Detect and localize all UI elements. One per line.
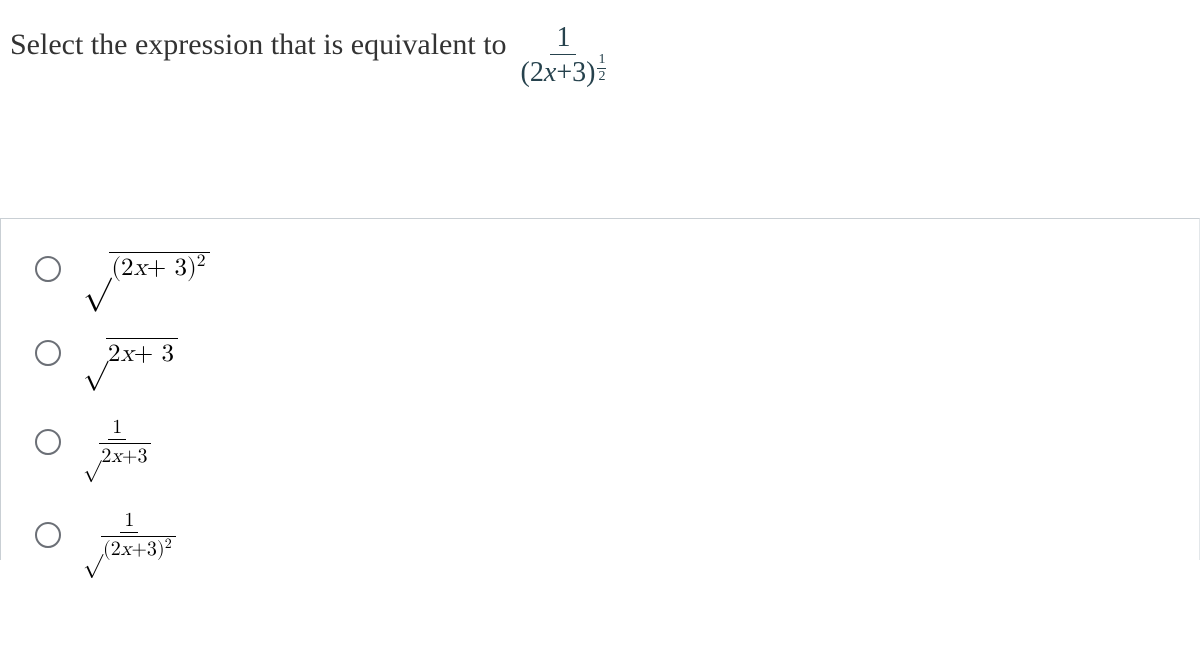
question-text: Select the expression that is equivalent… (10, 30, 507, 60)
option-c[interactable]: 1 √ 2x+3 (35, 417, 1199, 466)
exponent-denominator: 2 (598, 69, 605, 84)
question-fraction-denominator: (2x+3) 1 2 (521, 55, 607, 90)
options-container: √ (2x + 3)2 √ 2x + 3 1 √ 2x+3 (0, 218, 1200, 560)
question-fraction-numerator: 1 (550, 24, 576, 55)
radio-icon[interactable] (35, 256, 61, 282)
radio-icon[interactable] (35, 340, 61, 366)
exponent-fraction: 1 2 (597, 53, 606, 84)
question-line: Select the expression that is equivalent… (10, 12, 1190, 78)
option-b[interactable]: √ 2x + 3 (35, 333, 1199, 373)
question-area: Select the expression that is equivalent… (0, 0, 1200, 78)
option-b-expression: √ 2x + 3 (83, 338, 178, 368)
option-d-numerator: 1 (120, 510, 138, 533)
option-d[interactable]: 1 √ (2x+3)2 (35, 510, 1199, 560)
question-fraction: 1 (2x+3) 1 2 (521, 24, 607, 90)
option-d-expression: 1 √ (2x+3)2 (83, 510, 176, 560)
option-c-expression: 1 √ 2x+3 (83, 417, 151, 466)
option-c-numerator: 1 (108, 417, 126, 440)
exponent-numerator: 1 (597, 53, 606, 69)
radio-icon[interactable] (35, 429, 61, 455)
option-a-expression: √ (2x + 3)2 (83, 252, 210, 286)
option-a[interactable]: √ (2x + 3)2 (35, 249, 1199, 289)
radio-icon[interactable] (35, 522, 61, 548)
